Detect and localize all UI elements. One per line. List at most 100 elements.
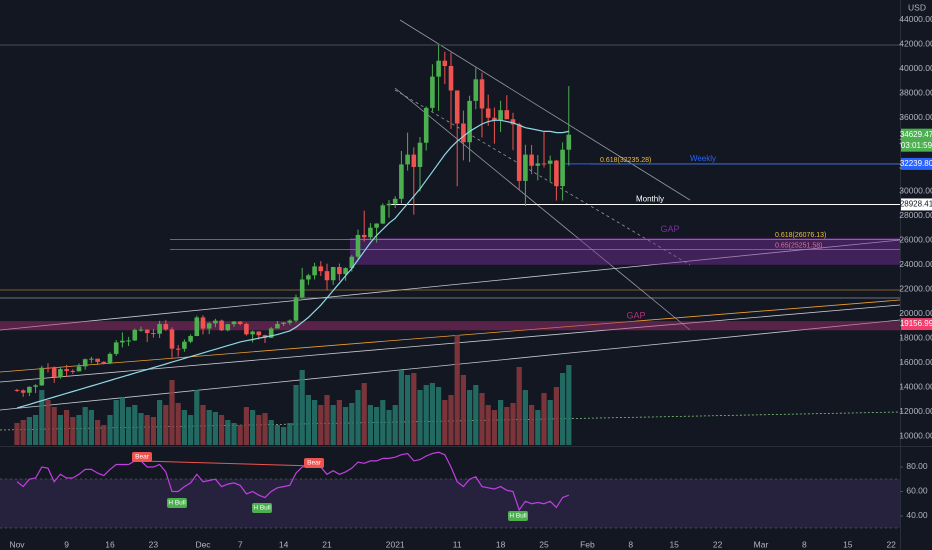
volume-bar — [467, 390, 473, 445]
y-tick-label: 10000.00 — [899, 430, 932, 440]
candle-body — [200, 317, 206, 329]
x-tick-label: 2021 — [386, 539, 405, 549]
fib-label: 0.618(26076.13) — [775, 232, 826, 239]
candle-body — [337, 267, 342, 275]
candle-body — [275, 323, 280, 329]
candle-body — [20, 390, 26, 393]
trend-line — [0, 239, 901, 331]
volume-bar — [175, 403, 181, 445]
candle-body — [436, 60, 441, 77]
signal-label: Bear — [307, 460, 322, 467]
x-tick-label: 8 — [802, 539, 807, 549]
y-tick-label: 42000.00 — [899, 39, 932, 49]
volume-bar — [14, 423, 20, 445]
candle-body — [554, 160, 559, 187]
volume-bar — [498, 400, 504, 445]
y-tick-label: 30000.00 — [899, 186, 932, 196]
candle-body — [151, 333, 156, 335]
x-tick-label: 11 — [453, 539, 462, 549]
volume-bar — [479, 393, 485, 445]
volume-bar — [107, 415, 113, 445]
signal-label: H Bull — [509, 513, 527, 520]
level-box — [901, 318, 932, 331]
y-tick-label: 26000.00 — [899, 235, 932, 245]
rsi-band — [0, 479, 900, 528]
y-tick-label: 14000.00 — [899, 381, 932, 391]
gap-zone — [0, 321, 900, 331]
volume-bar — [417, 390, 423, 445]
volume-bar — [454, 335, 460, 445]
signal-box — [167, 498, 187, 508]
volume-bar — [442, 400, 448, 445]
volume-bar — [287, 423, 293, 445]
volume-bar — [398, 370, 404, 445]
volume-bar — [95, 420, 101, 445]
signal-box — [508, 511, 528, 521]
volume-bar — [380, 400, 386, 445]
x-tick-label: 21 — [322, 539, 332, 549]
level-box — [901, 198, 932, 211]
volume-bar — [566, 365, 572, 445]
candle-body — [225, 324, 231, 331]
y-tick-label: 24000.00 — [899, 259, 932, 269]
volume-bar — [57, 415, 63, 445]
candle-body — [312, 266, 317, 276]
volume-bar — [473, 385, 479, 445]
candle-body — [70, 370, 76, 372]
last-price: 34629.47 — [900, 130, 932, 139]
candle-body — [535, 163, 541, 166]
volume-bar — [510, 403, 516, 445]
candle-body — [188, 336, 193, 342]
volume-bar — [318, 405, 324, 445]
candle-body — [516, 124, 522, 181]
volume-bar — [219, 415, 225, 445]
volume-bar — [101, 425, 107, 445]
candle-body — [231, 321, 237, 325]
candle-body — [33, 385, 38, 387]
candle-body — [138, 329, 144, 331]
candle-body — [175, 348, 181, 350]
candle-body — [268, 328, 274, 338]
volume-bar — [299, 370, 305, 445]
candle-body — [27, 386, 32, 393]
volume-bar — [305, 395, 311, 445]
gap-zone — [350, 237, 900, 265]
volume-bar — [281, 427, 287, 445]
volume-bar — [293, 385, 299, 445]
candle-body — [461, 123, 466, 143]
candle-body — [101, 361, 107, 364]
candle-body — [89, 358, 94, 360]
candle-body — [529, 154, 534, 166]
y-tick-label: 18000.00 — [899, 332, 932, 342]
candle-body — [355, 234, 361, 257]
volume-bar — [547, 400, 553, 445]
candle-body — [374, 223, 379, 228]
candle-body — [473, 79, 479, 101]
candle-body — [113, 342, 119, 354]
volume-bar — [274, 425, 280, 445]
candle-body — [107, 353, 113, 364]
rsi-tick-label: 60.00 — [906, 486, 928, 496]
volume-bar — [20, 420, 26, 445]
x-tick-label: 25 — [539, 539, 549, 549]
x-tick-label: Feb — [580, 539, 595, 549]
rsi-tick-label: 40.00 — [906, 510, 928, 520]
candle-body — [293, 297, 299, 321]
candle-body — [479, 79, 485, 109]
volume-bar — [361, 383, 367, 445]
volume-bar — [262, 413, 268, 445]
x-tick-label: 23 — [149, 539, 159, 549]
volume-bar — [355, 390, 361, 445]
volume-bar — [113, 400, 119, 445]
volume-bar — [76, 415, 82, 445]
candle-body — [120, 340, 125, 343]
volume-bar — [194, 390, 200, 445]
trend-line — [0, 299, 901, 373]
volume-bar — [522, 390, 528, 445]
candle-body — [560, 149, 565, 187]
candle-body — [405, 154, 410, 165]
volume-bar — [324, 395, 330, 445]
candle-body — [417, 142, 423, 167]
x-tick-label: 16 — [105, 539, 115, 549]
candle-body — [361, 234, 367, 238]
